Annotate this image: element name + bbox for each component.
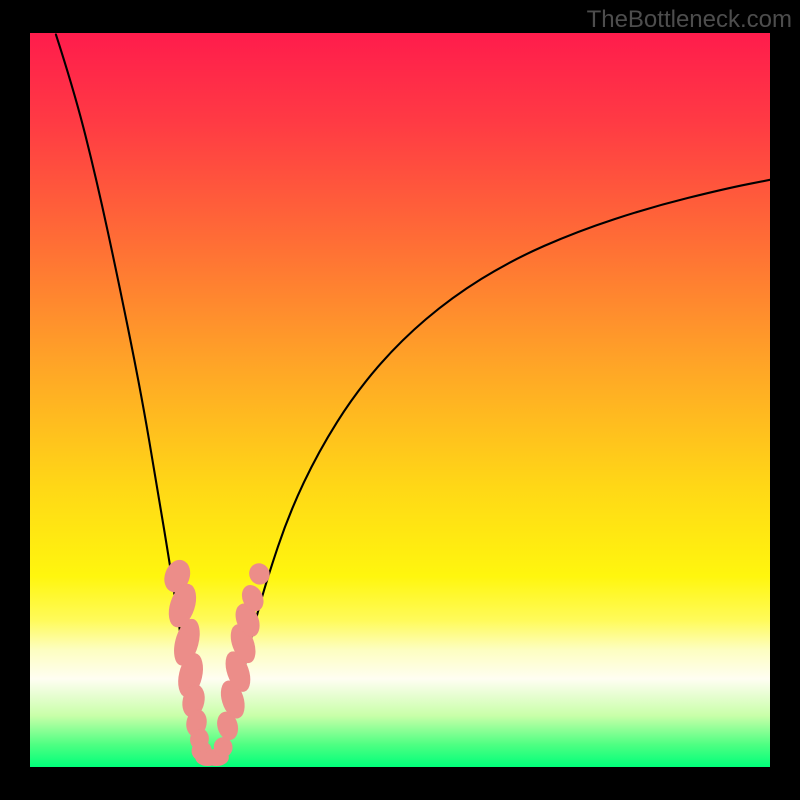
curve-right-branch bbox=[221, 180, 770, 761]
watermark-text: TheBottleneck.com bbox=[587, 6, 792, 34]
plot-area bbox=[30, 33, 770, 767]
marker-point bbox=[246, 561, 272, 588]
curve-layer bbox=[30, 33, 770, 767]
chart-root: TheBottleneck.com bbox=[0, 0, 800, 800]
